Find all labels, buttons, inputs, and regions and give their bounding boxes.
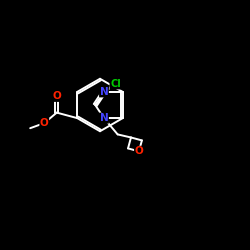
- Text: O: O: [40, 118, 49, 128]
- Text: Cl: Cl: [110, 79, 121, 89]
- Text: O: O: [134, 146, 143, 156]
- Text: N: N: [100, 113, 108, 123]
- Text: O: O: [52, 92, 61, 102]
- Text: N: N: [100, 87, 108, 97]
